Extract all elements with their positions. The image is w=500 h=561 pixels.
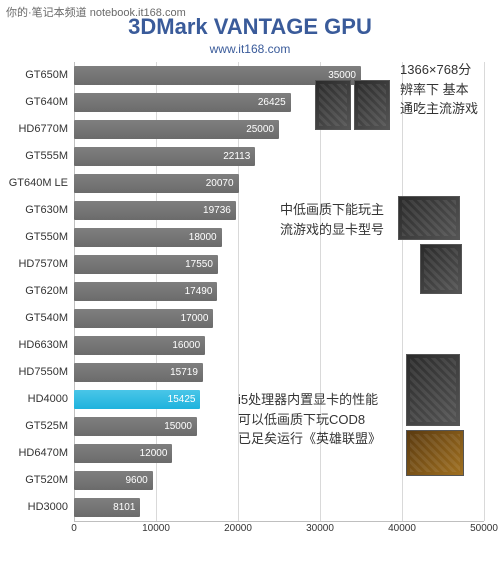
bar-category-label: GT550M <box>4 224 68 251</box>
bar: 17490 <box>74 282 217 301</box>
bar-category-label: GT640M <box>4 89 68 116</box>
bar-category-label: GT630M <box>4 197 68 224</box>
note-text: 流游戏的显卡型号 <box>280 220 384 240</box>
x-tick-label: 50000 <box>470 523 498 534</box>
bar: 20070 <box>74 174 239 193</box>
bar-category-label: HD6630M <box>4 332 68 359</box>
bar-value-label: 18000 <box>189 228 217 247</box>
x-tick-label: 20000 <box>224 523 252 534</box>
bar-row: HD6770M25000 <box>74 116 484 143</box>
bar: 12000 <box>74 444 172 463</box>
bar-category-label: HD6470M <box>4 440 68 467</box>
bar-category-label: HD7550M <box>4 359 68 386</box>
bar: 25000 <box>74 120 279 139</box>
game-thumb-icon <box>420 244 462 294</box>
bar-category-label: GT640M LE <box>4 170 68 197</box>
note-text: 中低画质下能玩主 <box>280 200 384 220</box>
x-tick-label: 40000 <box>388 523 416 534</box>
bar-category-label: GT650M <box>4 62 68 89</box>
game-thumb-icon <box>354 80 390 130</box>
bar-value-label: 15000 <box>164 417 192 436</box>
bar-value-label: 8101 <box>113 498 135 517</box>
note-text: 通吃主流游戏 <box>400 99 478 119</box>
bar-row: GT555M22113 <box>74 143 484 170</box>
note-text: 1366×768分 <box>400 60 478 80</box>
bar: 8101 <box>74 498 140 517</box>
source-url: www.it168.com <box>0 42 500 56</box>
bar: 15719 <box>74 363 203 382</box>
note-mid-quality: 中低画质下能玩主 流游戏的显卡型号 <box>280 200 384 239</box>
bar-value-label: 22113 <box>223 147 250 166</box>
bar: 16000 <box>74 336 205 355</box>
bar-category-label: HD7570M <box>4 251 68 278</box>
note-text: 可以低画质下玩COD8 <box>238 410 381 430</box>
bar-highlighted: 15425 <box>74 390 200 409</box>
bar-value-label: 17490 <box>185 282 213 301</box>
bar: 26425 <box>74 93 291 112</box>
game-thumb-icon <box>406 354 460 426</box>
game-thumb-icon <box>406 430 464 476</box>
bar-value-label: 9600 <box>125 471 147 490</box>
bar: 17550 <box>74 255 218 274</box>
bar-row: HD30008101 <box>74 494 484 521</box>
bar-value-label: 17000 <box>181 309 209 328</box>
bar-value-label: 20070 <box>206 174 234 193</box>
gridline <box>484 62 485 521</box>
bar: 22113 <box>74 147 255 166</box>
note-text: i5处理器内置显卡的性能 <box>238 390 381 410</box>
bar-category-label: GT540M <box>4 305 68 332</box>
bar-value-label: 16000 <box>172 336 200 355</box>
bar-category-label: GT525M <box>4 413 68 440</box>
bar-value-label: 12000 <box>140 444 168 463</box>
bar: 19736 <box>74 201 236 220</box>
x-tick-label: 30000 <box>306 523 334 534</box>
bar-category-label: GT555M <box>4 143 68 170</box>
x-axis-line <box>74 521 484 522</box>
bar-category-label: GT620M <box>4 278 68 305</box>
note-text: 辨率下 基本 <box>400 80 478 100</box>
chart-title: 3DMark VANTAGE GPU <box>0 14 500 40</box>
bar: 18000 <box>74 228 222 247</box>
note-text: 已足矣运行《英雄联盟》 <box>238 429 381 449</box>
bar-value-label: 17550 <box>185 255 213 274</box>
chart-area: GT650M35000GT640M26425HD6770M25000GT555M… <box>0 58 500 561</box>
bar-category-label: HD3000 <box>4 494 68 521</box>
bar: 15000 <box>74 417 197 436</box>
bar-row: GT540M17000 <box>74 305 484 332</box>
bar: 17000 <box>74 309 213 328</box>
x-tick-label: 0 <box>71 523 77 534</box>
bar-category-label: HD6770M <box>4 116 68 143</box>
game-thumb-icon <box>398 196 460 240</box>
bar-value-label: 26425 <box>258 93 286 112</box>
bar-category-label: HD4000 <box>4 386 68 413</box>
note-high-res: 1366×768分 辨率下 基本 通吃主流游戏 <box>400 60 478 119</box>
bar-value-label: 15719 <box>170 363 198 382</box>
game-thumb-icon <box>315 80 351 130</box>
bar: 9600 <box>74 471 153 490</box>
bar-value-label: 25000 <box>246 120 274 139</box>
bar-category-label: GT520M <box>4 467 68 494</box>
x-tick-label: 10000 <box>142 523 170 534</box>
bar-row: GT640M LE20070 <box>74 170 484 197</box>
note-integrated-gpu: i5处理器内置显卡的性能 可以低画质下玩COD8 已足矣运行《英雄联盟》 <box>238 390 381 449</box>
bar-value-label: 15425 <box>168 390 196 409</box>
bar-value-label: 19736 <box>203 201 231 220</box>
